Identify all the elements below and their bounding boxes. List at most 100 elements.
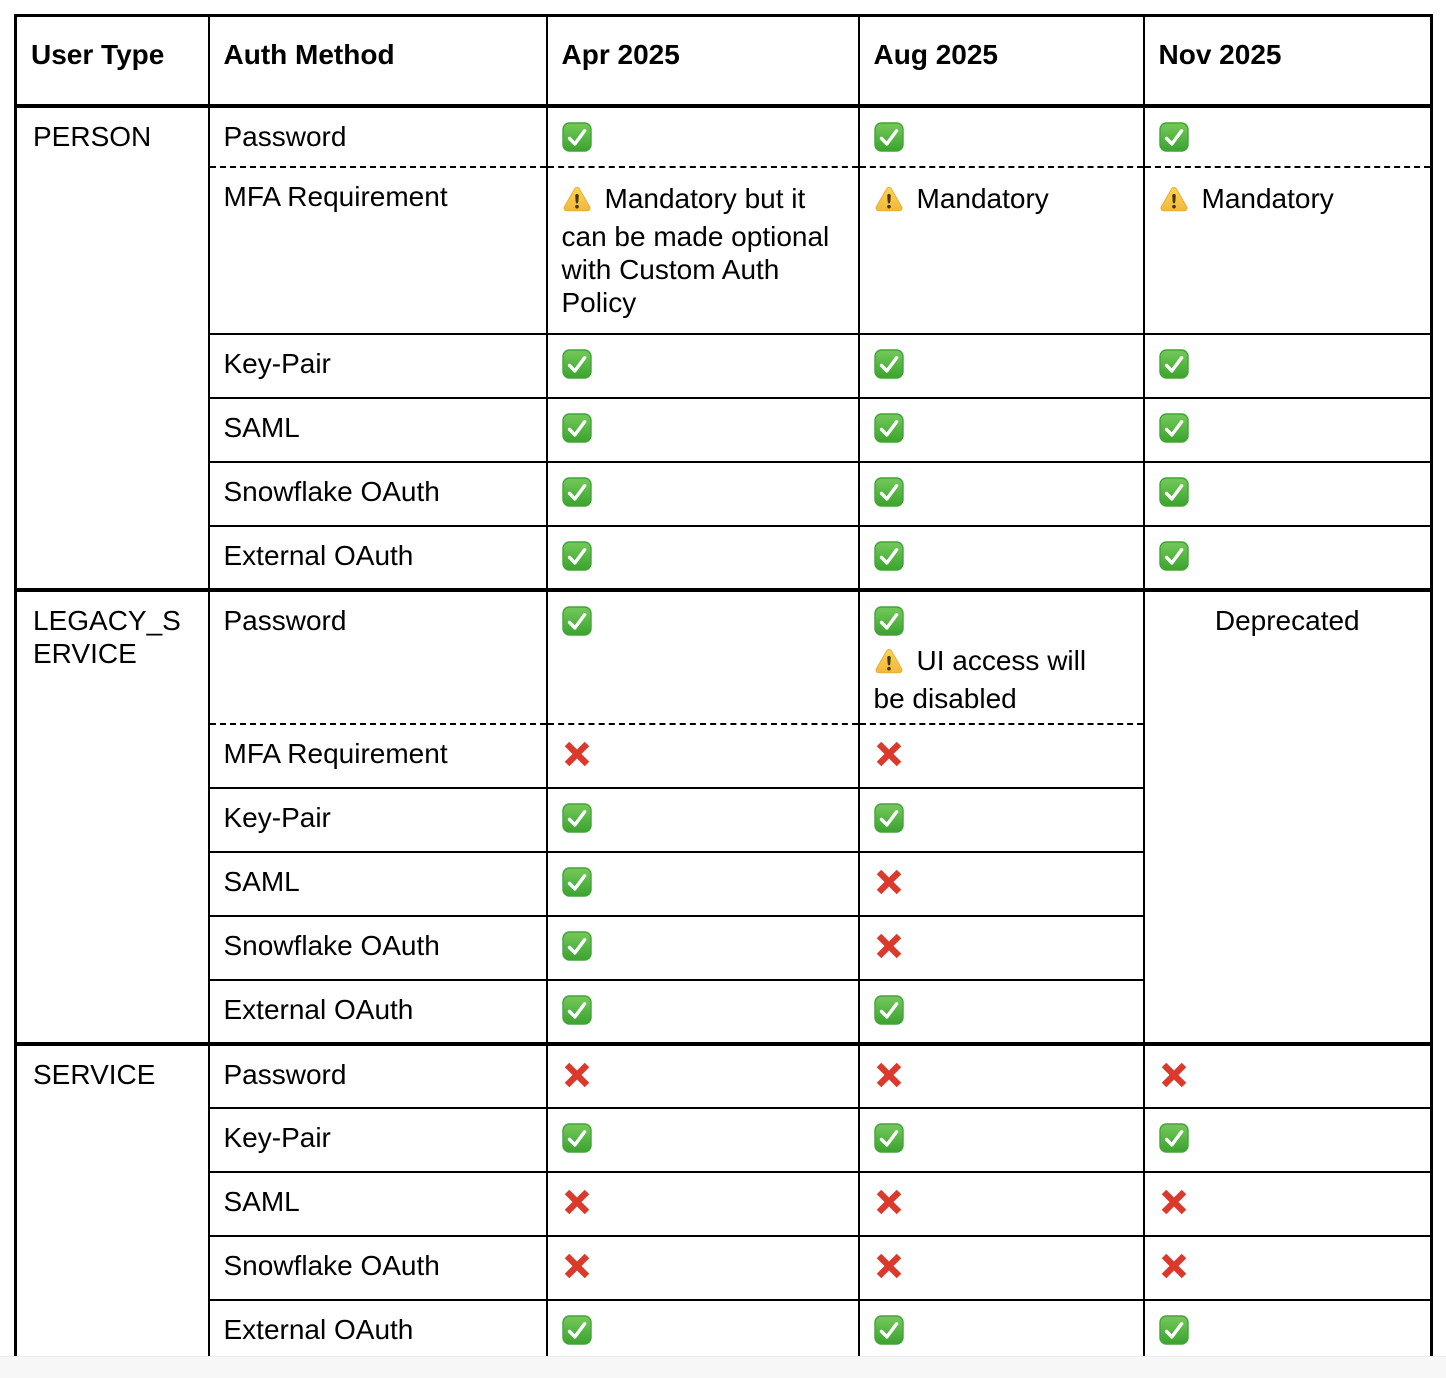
column-header-apr-2025: Apr 2025 (545, 14, 860, 108)
cell-service-snowflake-oauth-nov (1142, 1234, 1433, 1301)
check-icon (561, 121, 592, 158)
cell-person-external-oauth-aug (857, 524, 1145, 591)
cell-service-external-oauth-method: External OAuth (207, 1298, 548, 1365)
row-person-mfa-requirement: MFA Requirement Mandatory but it can be m… (16, 165, 1433, 335)
cell-legacy-service-snowflake-oauth-method: Snowflake OAuth (207, 914, 548, 981)
auth-method-label: External OAuth (223, 1313, 414, 1345)
column-header-label: Auth Method (223, 39, 395, 70)
check-icon (873, 121, 904, 158)
cell-person-saml-apr (545, 396, 860, 463)
check-icon (1158, 348, 1189, 385)
check-icon (873, 1122, 904, 1159)
column-header-user-type: User Type (14, 14, 210, 108)
row-legacy-service-password: LEGACY_SERVICE Password UI access will be … (14, 587, 1433, 1045)
header-row: User Type Auth Method Apr 2025 Aug 2025 Nov … (14, 14, 1433, 108)
cell-legacy-service-saml-method: SAML (207, 850, 548, 917)
cell-service-saml-nov (1142, 1170, 1433, 1237)
row-person-key-pair: Key-Pair (16, 332, 1433, 399)
cell-person-saml-aug (857, 396, 1145, 463)
cell-service-saml-aug (857, 1170, 1145, 1237)
row-legacy-service-key-pair: Key-Pair (16, 786, 1432, 853)
check-icon (873, 348, 904, 385)
row-legacy-service-saml: SAML (16, 850, 1432, 917)
check-icon (561, 1122, 592, 1159)
column-header-aug-2025: Aug 2025 (857, 14, 1145, 108)
cell-legacy-service-external-oauth-apr (545, 978, 860, 1045)
cell-service-key-pair-apr (545, 1106, 860, 1173)
check-icon (1158, 1122, 1189, 1159)
cell-note: UI access will be disabled (873, 644, 1087, 714)
cell-legacy-service-key-pair-aug (857, 786, 1145, 853)
column-header-label: User Type (31, 39, 165, 70)
check-icon (873, 540, 904, 577)
cell-legacy-service-key-pair-apr (545, 786, 860, 853)
cell-service-password-nov (1142, 1041, 1433, 1109)
auth-method-label: Snowflake OAuth (223, 1249, 440, 1281)
usertype-label: LEGACY_SERVICE (33, 604, 181, 669)
cross-icon (562, 739, 592, 775)
cell-legacy-service-password-apr (545, 587, 860, 725)
warning-icon (874, 648, 904, 682)
row-person-password: PERSON Password (14, 103, 1433, 591)
cell-person-mfa-requirement-nov: Mandatory (1142, 165, 1433, 335)
cell-person-password-nov (1142, 103, 1433, 168)
cross-icon (874, 739, 904, 775)
cross-icon (1159, 1187, 1189, 1223)
cell-legacy-service-password-method: Password (207, 587, 548, 725)
cell-legacy-service-mfa-requirement-apr (545, 722, 860, 789)
cell-service-snowflake-oauth-aug (857, 1234, 1145, 1301)
column-header-nov-2025: Nov 2025 (1142, 14, 1433, 108)
column-header-label: Apr 2025 (561, 39, 680, 70)
check-icon (873, 412, 904, 449)
cell-legacy-service-mfa-requirement-method: MFA Requirement (207, 722, 548, 789)
auth-method-label: Snowflake OAuth (223, 929, 440, 961)
cross-icon (562, 1187, 592, 1223)
check-icon (561, 930, 592, 967)
cell-legacy-service-saml-apr (545, 850, 860, 917)
cell-service-snowflake-oauth-method: Snowflake OAuth (207, 1234, 548, 1301)
cell-person-password-apr (545, 103, 860, 168)
cell-service-external-oauth-apr (545, 1298, 860, 1365)
cross-icon (874, 867, 904, 903)
table-body: PERSON Password MFA Requirement Mandatory b… (14, 103, 1433, 1365)
cell-person-key-pair-nov (1142, 332, 1433, 399)
cell-person-key-pair-apr (545, 332, 860, 399)
table-header: User Type Auth Method Apr 2025 Aug 2025 Nov … (14, 14, 1433, 108)
cell-person-saml-method: SAML (207, 396, 548, 463)
cell-service-key-pair-nov (1142, 1106, 1433, 1173)
column-header-label: Aug 2025 (873, 39, 999, 70)
cell-legacy-service-external-oauth-method: External OAuth (207, 978, 548, 1045)
cell-person-snowflake-oauth-aug (857, 460, 1145, 527)
cell-person-password-aug (857, 103, 1145, 168)
row-service-external-oauth: External OAuth (16, 1298, 1433, 1365)
cell-person-external-oauth-method: External OAuth (207, 524, 548, 591)
auth-method-label: SAML (223, 865, 300, 897)
check-icon (561, 1314, 592, 1351)
cell-person-key-pair-aug (857, 332, 1145, 399)
row-person-snowflake-oauth: Snowflake OAuth (16, 460, 1433, 527)
check-icon (561, 994, 592, 1031)
auth-method-label: Password (223, 604, 347, 636)
cell-note: Mandatory but it can be made optional wi… (561, 182, 830, 318)
cell-person-snowflake-oauth-method: Snowflake OAuth (207, 460, 548, 527)
cell-legacy-service-key-pair-method: Key-Pair (207, 786, 548, 853)
cell-person-saml-nov (1142, 396, 1433, 463)
row-legacy-service-snowflake-oauth: Snowflake OAuth (16, 914, 1432, 981)
check-icon (1158, 540, 1189, 577)
cross-icon (874, 1060, 904, 1096)
cell-service-external-oauth-aug (857, 1298, 1145, 1365)
check-icon (873, 1314, 904, 1351)
cell-service-key-pair-method: Key-Pair (207, 1106, 548, 1173)
cell-person-external-oauth-apr (545, 524, 860, 591)
check-icon (873, 802, 904, 839)
warning-icon (1159, 186, 1189, 220)
column-header-label: Nov 2025 (1158, 39, 1282, 70)
cell-person-snowflake-oauth-apr (545, 460, 860, 527)
auth-method-label: External OAuth (223, 539, 414, 571)
cross-icon (874, 931, 904, 967)
check-icon (873, 605, 904, 642)
auth-method-label: Snowflake OAuth (223, 475, 440, 507)
cell-service-snowflake-oauth-apr (545, 1234, 860, 1301)
cell-person-mfa-requirement-apr: Mandatory but it can be made optional wi… (545, 165, 860, 335)
check-icon (1158, 412, 1189, 449)
